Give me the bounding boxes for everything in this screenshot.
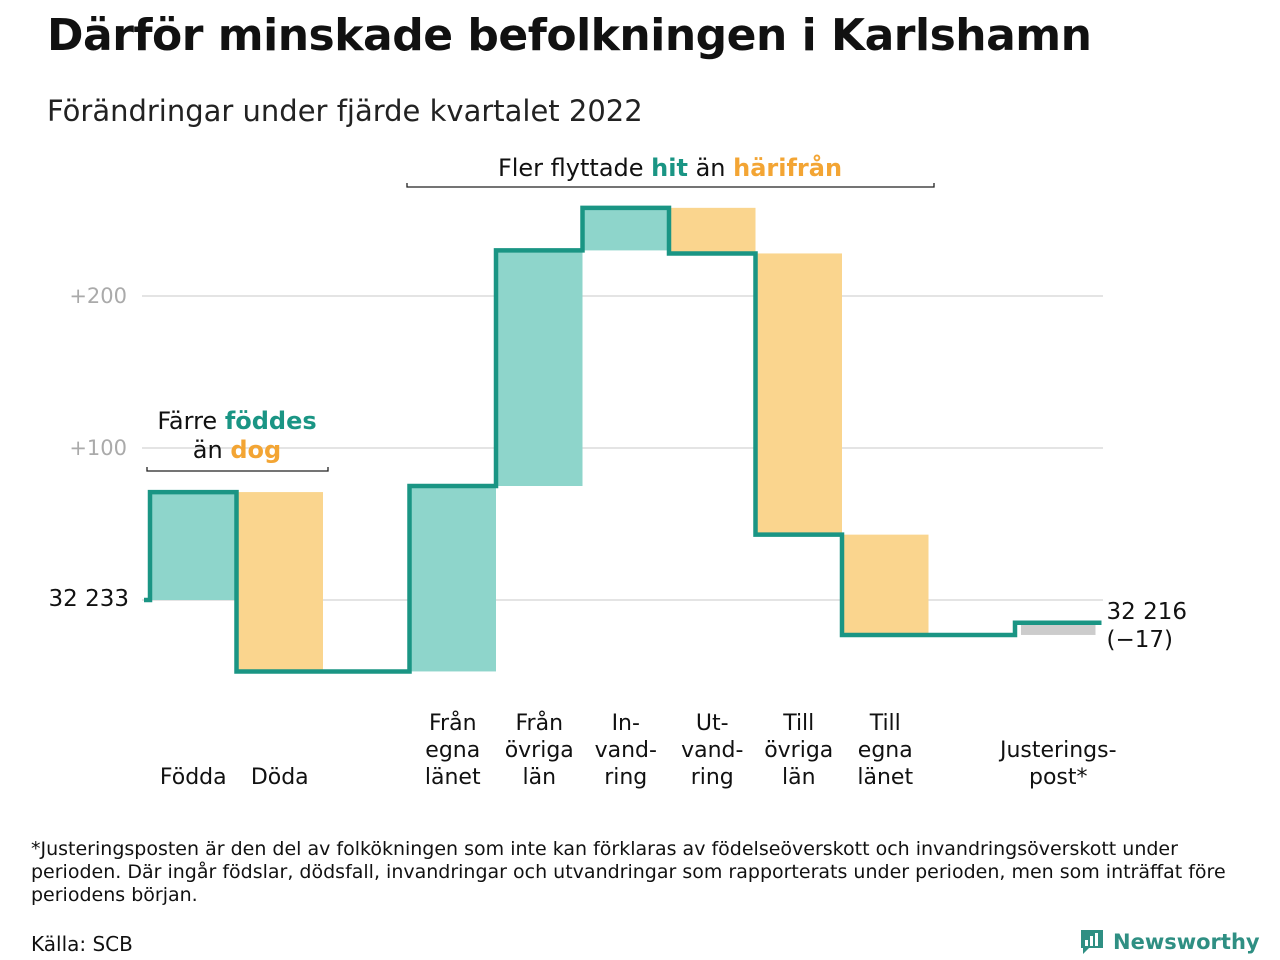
category-label: ring xyxy=(691,765,734,790)
migration-annotation: Fler flyttade hit än härifrån xyxy=(498,153,842,182)
y-tick-label: +200 xyxy=(69,284,127,308)
category-label: Från xyxy=(429,710,477,736)
chart-subtitle: Förändringar under fjärde kvartalet 2022 xyxy=(47,94,643,128)
cumulative-step-line xyxy=(144,205,1102,674)
category-label: In- xyxy=(612,711,640,736)
category-label: länet xyxy=(857,765,913,790)
category-label: Döda xyxy=(251,765,309,790)
waterfall-bar xyxy=(669,207,756,254)
end-change-label: (−17) xyxy=(1107,627,1173,653)
waterfall-bar xyxy=(409,486,496,672)
chart-title: Därför minskade befolkningen i Karlshamn xyxy=(47,10,1092,61)
category-label: post* xyxy=(1029,765,1088,790)
category-label: Ut- xyxy=(696,711,729,736)
category-label: Födda xyxy=(160,765,227,790)
waterfall-bar xyxy=(150,492,237,600)
y-tick-label: +100 xyxy=(69,436,127,460)
newsworthy-logo-text: Newsworthy xyxy=(1113,930,1260,954)
category-label: Till xyxy=(782,711,814,736)
category-label: vand- xyxy=(595,738,657,763)
waterfall-bar xyxy=(236,492,323,672)
category-label: Justerings- xyxy=(998,738,1117,763)
category-label: egna xyxy=(425,738,480,763)
source-note: Källa: SCB xyxy=(31,932,133,956)
category-label: övriga xyxy=(764,738,833,763)
category-label: vand- xyxy=(681,738,743,763)
category-label: länet xyxy=(425,765,481,790)
newsworthy-logo-icon xyxy=(1081,930,1103,954)
category-label: Från xyxy=(515,710,563,736)
category-label: län xyxy=(782,765,816,790)
category-label: län xyxy=(522,765,556,790)
waterfall-bar xyxy=(1021,622,1096,635)
footnote: *Justeringsposten är den del av folkökni… xyxy=(31,838,1226,906)
category-label: ring xyxy=(604,765,647,790)
waterfall-bar xyxy=(582,207,669,251)
natural-annotation-line1: Färre föddes xyxy=(157,407,316,435)
category-label: övriga xyxy=(505,738,574,763)
migration-bracket xyxy=(406,183,935,188)
waterfall-bar xyxy=(755,253,842,535)
category-label: egna xyxy=(858,738,913,763)
waterfall-bar xyxy=(496,250,583,486)
start-value-label: 32 233 xyxy=(49,586,129,612)
natural-annotation-line2: än dog xyxy=(193,436,281,464)
waterfall-bar xyxy=(842,534,929,635)
end-value-label: 32 216 xyxy=(1107,599,1187,625)
category-label: Till xyxy=(869,711,901,736)
newsworthy-logo: Newsworthy xyxy=(1079,928,1260,956)
natural-bracket xyxy=(146,467,329,472)
